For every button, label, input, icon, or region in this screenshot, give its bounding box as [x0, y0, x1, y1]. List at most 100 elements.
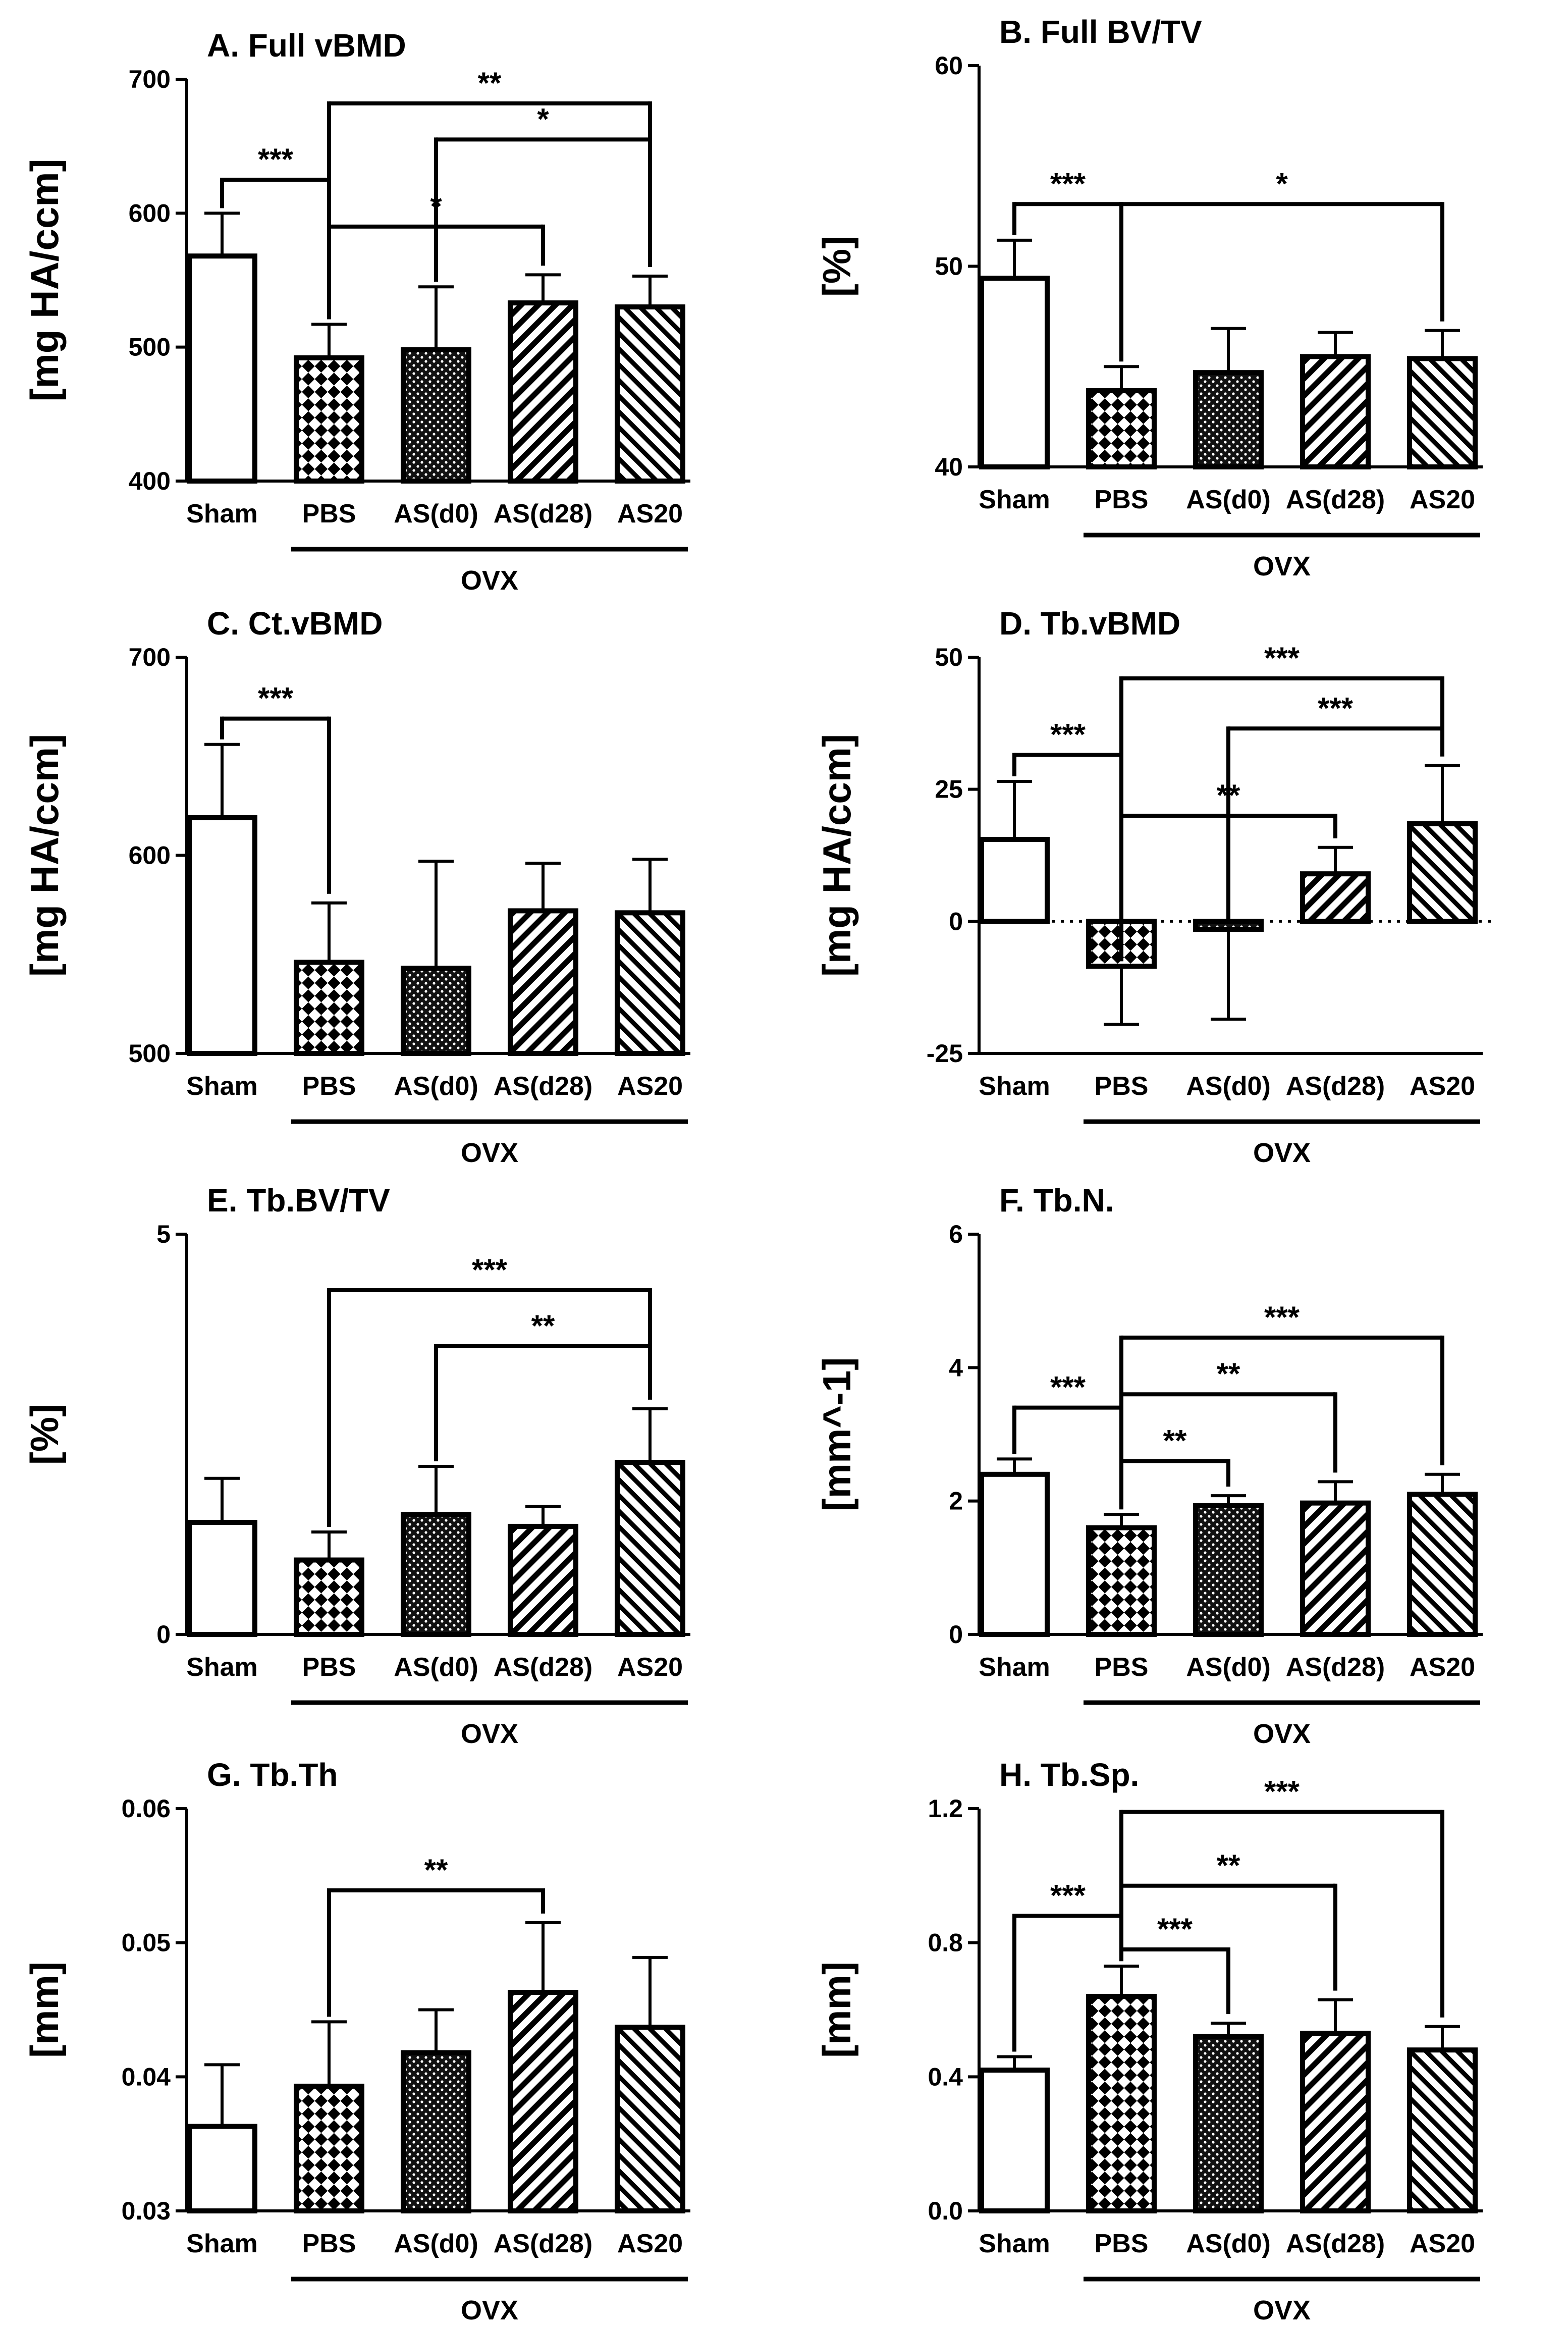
bar-AS(d28)[interactable]	[1300, 871, 1371, 924]
significance-label: ***	[1050, 718, 1086, 752]
bar-AS20[interactable]	[615, 2025, 685, 2213]
bar-AS(d0)[interactable]	[401, 347, 471, 484]
bar-AS(d28)[interactable]	[508, 1523, 578, 1637]
significance-label: ***	[1264, 1300, 1300, 1334]
x-tick-label: AS20	[1410, 1653, 1475, 1682]
y-tick-label: 700	[129, 65, 171, 93]
bar-AS20[interactable]	[615, 304, 685, 484]
y-tick-label: 700	[129, 643, 171, 671]
group-label: OVX	[1253, 1719, 1311, 1749]
y-axis-label: [mm]	[22, 1962, 67, 2058]
significance-label: *	[1276, 167, 1288, 200]
chart-title: F. Tb.N.	[999, 1182, 1114, 1219]
bar-AS(d0)[interactable]	[401, 2050, 471, 2214]
bar-Sham[interactable]	[187, 1519, 257, 1637]
y-tick-label: 0	[949, 1620, 963, 1649]
group-label: OVX	[461, 1719, 518, 1749]
bar-AS(d0)[interactable]	[401, 1512, 471, 1637]
y-tick-label: 500	[129, 1039, 171, 1068]
bar-AS20[interactable]	[1407, 356, 1478, 469]
bar-PBS[interactable]	[294, 960, 364, 1056]
y-tick-label: 0.4	[928, 2063, 963, 2091]
bar-Sham[interactable]	[979, 2068, 1050, 2213]
bar-PBS[interactable]	[1086, 1993, 1157, 2214]
y-tick-label: 6	[949, 1220, 963, 1248]
y-tick-label: 5	[156, 1220, 171, 1248]
bar-AS(d0)[interactable]	[1193, 370, 1264, 469]
x-tick-label: PBS	[1095, 1072, 1149, 1101]
bar-AS(d28)[interactable]	[508, 1989, 578, 2214]
bar-Sham[interactable]	[979, 276, 1050, 469]
group-label: OVX	[461, 1138, 518, 1168]
x-tick-label: AS(d28)	[494, 1072, 592, 1101]
x-tick-label: AS(d28)	[494, 2229, 592, 2258]
bar-AS20[interactable]	[615, 910, 685, 1056]
x-tick-label: AS(d0)	[1186, 1072, 1271, 1101]
bar-PBS[interactable]	[294, 355, 364, 484]
significance-label: ***	[472, 1253, 508, 1287]
x-tick-label: PBS	[302, 1072, 356, 1101]
x-tick-label: PBS	[302, 499, 356, 528]
x-tick-label: AS(d28)	[1286, 1072, 1385, 1101]
y-tick-label: 500	[129, 333, 171, 361]
bar-Sham[interactable]	[187, 815, 257, 1056]
y-axis-label: [mg HA/ccm]	[22, 734, 67, 977]
bar-PBS[interactable]	[294, 2083, 364, 2214]
x-tick-label: AS(d0)	[394, 499, 478, 528]
significance-label: ***	[1264, 641, 1300, 675]
x-tick-label: AS(d28)	[494, 499, 592, 528]
y-tick-label: 50	[935, 643, 963, 671]
bar-AS20[interactable]	[1407, 821, 1478, 924]
bar-AS(d0)[interactable]	[401, 966, 471, 1056]
significance-label: **	[1163, 1423, 1187, 1457]
significance-label: *	[537, 102, 549, 136]
bar-Sham[interactable]	[187, 253, 257, 484]
bar-PBS[interactable]	[1086, 1525, 1157, 1637]
y-tick-label: 1.2	[928, 1794, 963, 1823]
y-axis-label: [mm^-1]	[815, 1357, 859, 1512]
x-tick-label: AS20	[617, 1653, 683, 1682]
chart-panel-1: A. Full vBMD [mg HA/ccm] 400 500 600 700 Sham P…	[22, 27, 690, 596]
y-tick-label: 600	[129, 199, 171, 227]
x-tick-label: AS(d0)	[1186, 485, 1271, 514]
x-tick-label: AS(d0)	[1186, 1653, 1271, 1682]
significance-label: ***	[1318, 691, 1354, 725]
bar-AS(d28)[interactable]	[1300, 1500, 1371, 1637]
y-axis-label: [mg HA/ccm]	[815, 734, 859, 977]
chart-panel-2: B. Full BV/TV [%] 40 50 60 Sham PBS AS(d0) AS(d2…	[815, 14, 1483, 582]
bar-AS20[interactable]	[1407, 2047, 1478, 2213]
x-tick-label: AS20	[1410, 2229, 1475, 2258]
bar-AS(d28)[interactable]	[508, 300, 578, 484]
significance-label: *	[430, 189, 442, 223]
x-tick-label: Sham	[979, 2229, 1050, 2258]
x-tick-label: AS20	[617, 2229, 683, 2258]
y-tick-label: 0.0	[928, 2197, 963, 2225]
bar-Sham[interactable]	[979, 837, 1050, 924]
y-tick-label: 0.04	[122, 2063, 171, 2091]
significance-label: ***	[1050, 167, 1086, 200]
bar-AS(d28)[interactable]	[1300, 2030, 1371, 2214]
x-tick-label: AS(d28)	[1286, 2229, 1385, 2258]
y-axis-label: [%]	[22, 1404, 67, 1465]
bar-AS(d0)[interactable]	[1193, 1503, 1264, 1637]
bar-PBS[interactable]	[294, 1557, 364, 1637]
bar-AS20[interactable]	[615, 1460, 685, 1637]
y-axis-label: [%]	[815, 236, 859, 297]
bar-AS20[interactable]	[1407, 1492, 1478, 1637]
y-axis-label: [mm]	[815, 1962, 859, 2058]
x-tick-label: Sham	[979, 1653, 1050, 1682]
chart-panel-7: G. Tb.Th [mm] 0.03 0.04 0.05 0.06 Sham PBS AS(d0…	[22, 1757, 690, 2325]
bar-AS(d0)[interactable]	[1193, 2034, 1264, 2213]
x-tick-label: Sham	[186, 2229, 258, 2258]
bar-Sham[interactable]	[979, 1471, 1050, 1637]
bar-Sham[interactable]	[187, 2124, 257, 2213]
bar-PBS[interactable]	[1086, 388, 1157, 470]
significance-label: **	[1217, 1848, 1240, 1882]
y-tick-label: 50	[935, 252, 963, 281]
bar-AS(d28)[interactable]	[508, 908, 578, 1056]
chart-title: C. Ct.vBMD	[207, 605, 383, 642]
y-tick-label: 60	[935, 51, 963, 80]
bar-AS(d28)[interactable]	[1300, 354, 1371, 469]
significance-label: **	[1217, 778, 1240, 812]
